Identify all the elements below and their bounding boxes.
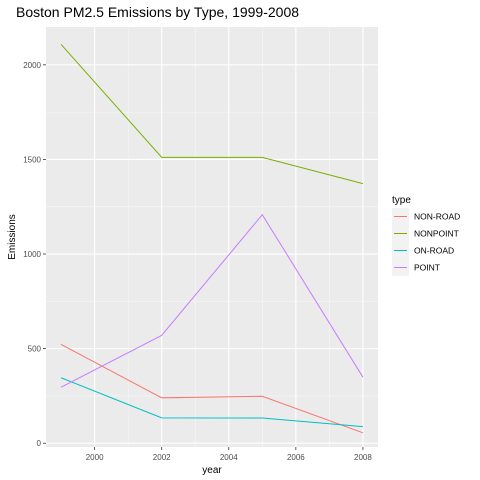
legend-item-nonpoint: NONPOINT (392, 225, 459, 242)
plot-panel (46, 27, 378, 447)
legend-items: NON-ROAD NONPOINT ON-ROAD POINT (392, 208, 460, 276)
legend-label: ON-ROAD (414, 246, 454, 256)
x-axis-title: year (202, 465, 222, 476)
y-tick-label: 1000 (23, 250, 41, 259)
y-axis: 0 500 1000 1500 2000 (23, 61, 46, 448)
legend-label: POINT (414, 263, 440, 273)
legend-label: NONPOINT (414, 229, 459, 239)
x-axis: 2000 2002 2004 2006 2008 (86, 447, 372, 462)
y-tick-label: 500 (28, 345, 42, 354)
minor-gridlines (46, 27, 378, 447)
series-line-on-road (60, 377, 363, 428)
chart-title: Boston PM2.5 Emissions by Type, 1999-200… (16, 4, 299, 20)
y-tick-label: 2000 (23, 61, 41, 70)
x-tick-label: 2000 (86, 453, 104, 462)
x-tick-label: 2008 (354, 453, 372, 462)
series-line-point (60, 213, 364, 388)
y-tick-label: 0 (37, 439, 42, 448)
y-axis-title: Emissions (7, 214, 18, 260)
x-tick-label: 2002 (153, 453, 171, 462)
x-tick-label: 2004 (220, 453, 238, 462)
series-line-non-road (60, 344, 364, 434)
legend: type NON-ROAD NONPOINT ON-ROAD POINT (392, 195, 460, 276)
legend-item-non-road: NON-ROAD (392, 208, 460, 225)
legend-item-point: POINT (392, 259, 440, 276)
legend-item-on-road: ON-ROAD (392, 242, 454, 259)
legend-title: type (392, 195, 411, 206)
legend-label: NON-ROAD (414, 212, 460, 222)
series-line-nonpoint (60, 44, 364, 185)
series-lines (60, 44, 364, 434)
y-tick-label: 1500 (23, 155, 41, 164)
x-tick-label: 2006 (287, 453, 305, 462)
